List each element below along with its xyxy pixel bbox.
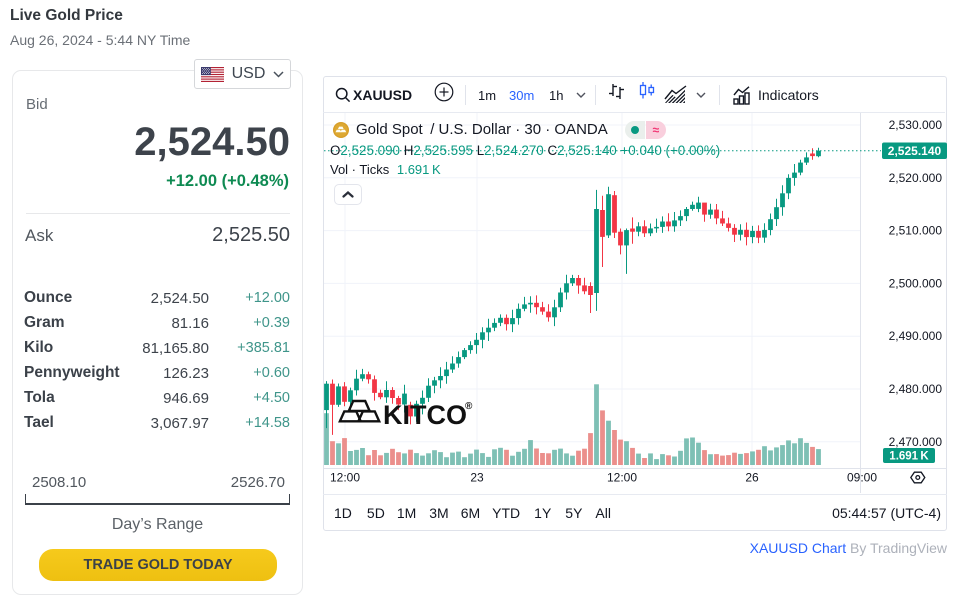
svg-text:2,530.000: 2,530.000 [889,118,943,132]
svg-text:2,525.140: 2,525.140 [888,144,942,158]
svg-text:1.691 K: 1.691 K [889,451,929,463]
svg-text:23: 23 [470,471,484,485]
svg-text:2,470.000: 2,470.000 [889,435,943,449]
svg-text:26: 26 [745,471,759,485]
svg-text:12:00: 12:00 [607,471,637,485]
svg-text:®: ® [465,401,473,412]
svg-text:2,510.000: 2,510.000 [889,224,943,238]
svg-text:12:00: 12:00 [330,471,360,485]
svg-text:2,520.000: 2,520.000 [889,171,943,185]
svg-text:KITCO: KITCO [383,400,467,430]
svg-text:2,480.000: 2,480.000 [889,382,943,396]
svg-text:09:00: 09:00 [847,471,877,485]
svg-text:2,490.000: 2,490.000 [889,329,943,343]
svg-text:2,500.000: 2,500.000 [889,276,943,290]
